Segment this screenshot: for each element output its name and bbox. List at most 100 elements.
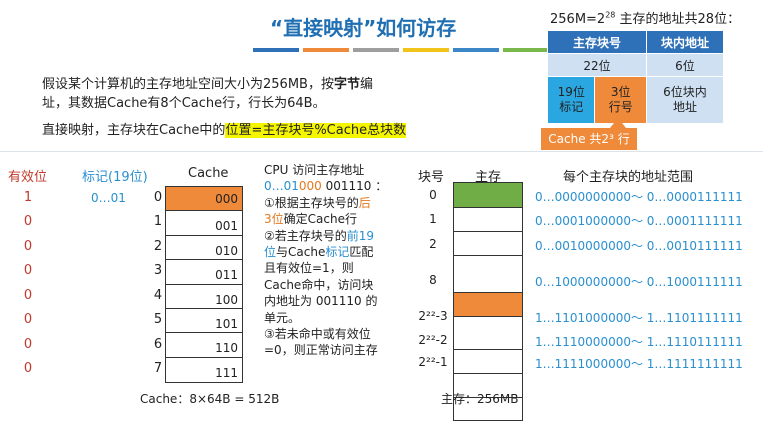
callout-arrow (610, 118, 626, 128)
cpu-text: 单元。 (264, 310, 301, 325)
line-index-field: 3位 行号 (594, 76, 647, 124)
cache-line: 110 (166, 333, 242, 358)
tag-field: 19位 标记 (546, 76, 596, 124)
address-range: 0…1000000000～ 0…1000111111 (535, 275, 743, 289)
cpu-text: 且有效位=1，则 (264, 261, 354, 276)
accent-bar (303, 48, 349, 52)
cache-line: 001 (166, 211, 242, 236)
block-number: 2 (429, 237, 437, 251)
cpu-text: 确定Cache行 (283, 212, 357, 227)
mapping-rule-formula: 位置=主存块号%Cache总块数 (225, 123, 407, 138)
memory-block-last-3 (454, 350, 522, 374)
cache-row-index: 5 (153, 312, 163, 327)
cpu-text: ②若主存块号的 (264, 228, 347, 243)
address-range: 0…0000000000～ 0…0000111111 (535, 190, 743, 204)
cache-line: 011 (166, 260, 242, 285)
tag-field-line: 19位 (557, 85, 585, 99)
intro-text: 编 (359, 77, 373, 92)
cache-line: 010 (166, 236, 242, 261)
cpu-text-index: 后 (358, 195, 371, 210)
offset-field-line: 6位块内 (663, 85, 707, 99)
intro-paragraph: 假设某个计算机的主存地址空间大小为256MB，按字节编 址，其数据Cache有8… (42, 75, 373, 113)
caption-sup: 28 (605, 10, 616, 20)
address-range: 1…1110000000～ 1…1110111111 (535, 335, 743, 349)
memory-block-2 (454, 232, 522, 256)
tag-value: 0…01 (91, 191, 126, 205)
cpu-text: 与Cache (276, 245, 326, 260)
cpu-text-tag: 标记 (325, 245, 350, 260)
offset-field: 6位块内 地址 (646, 76, 724, 124)
cpu-text: ①根据主存块号的 (264, 195, 359, 210)
header-block-offset: 块内地址 (646, 30, 724, 54)
accent-bar (253, 48, 299, 52)
cpu-text: 001110 ： (321, 179, 388, 194)
caption-text: 256M=2 (550, 12, 606, 27)
cache-block: 000 001 010 011 100 101 110 111 (165, 186, 243, 384)
memory-block-last-2 (454, 374, 522, 398)
cache-line: 111 (215, 365, 238, 380)
valid-bit: 1 (23, 190, 33, 205)
cpu-text: CPU 访问主存地址 (264, 163, 365, 177)
index-field-line: 3位 (610, 85, 631, 99)
intro-bold: 字节 (333, 77, 360, 92)
caption-text: 主存的地址共28位： (615, 12, 741, 27)
mapping-rule: 直接映射，主存块在Cache中的位置=主存块号%Cache总块数 (42, 119, 407, 138)
cpu-text: =0，则正常访问主存 (264, 343, 378, 358)
tag-header: 标记(19位) (82, 170, 148, 185)
cache-row-index: 2 (153, 239, 163, 254)
accent-bar (453, 48, 499, 52)
valid-bit-header: 有效位 (8, 170, 48, 185)
address-range: 0…0010000000～ 0…0010111111 (535, 239, 743, 253)
accent-bar (353, 48, 399, 52)
address-range: 1…1101000000～ 1…1101111111 (535, 311, 743, 325)
cache-row-index: 4 (153, 288, 163, 303)
accent-bar (503, 48, 549, 52)
cache-row-index: 3 (153, 263, 163, 278)
cpu-text-tag: 0…01 (264, 179, 299, 194)
cache-row-index: 6 (153, 337, 163, 352)
page-title: “直接映射”如何访存 (270, 16, 457, 40)
cpu-access-explanation: CPU 访问主存地址 0…01000 001110 ： ①根据主存块号的后 3位… (264, 162, 387, 359)
memory-gap (454, 317, 522, 350)
valid-bit: 0 (23, 239, 33, 254)
cpu-text-index: 000 (298, 179, 322, 194)
cache-lines-callout: Cache 共2³ 行 (541, 128, 637, 150)
range-header: 每个主存块的地址范围 (563, 170, 694, 185)
cache-row-index: 1 (153, 214, 163, 229)
block-number: 8 (429, 273, 437, 287)
cache-row-index: 0 (153, 190, 163, 205)
cache-size-footer: Cache：8×64B = 512B (140, 392, 280, 406)
address-range: 1…1111000000～ 1…1111111111 (535, 357, 743, 371)
valid-bit: 0 (23, 214, 33, 229)
memory-block-8 (454, 293, 522, 317)
cache-row-index: 7 (153, 361, 163, 376)
cache-line: 101 (166, 309, 242, 334)
block-number-header: 块号 (418, 170, 445, 185)
valid-bit: 0 (23, 312, 33, 327)
address-range: 0…0001000000～ 0…0001111111 (535, 214, 743, 228)
main-memory-block (453, 182, 523, 421)
cpu-text-tag: 位 (264, 245, 277, 260)
cache-header: Cache (188, 166, 229, 181)
cpu-text: 匹配 (349, 245, 374, 260)
valid-bit: 0 (23, 263, 33, 278)
tag-field-line: 标记 (559, 100, 584, 114)
address-format-table: 主存块号 块内地址 22位 6位 19位 标记 3位 行号 6位块内 地址 (546, 30, 724, 124)
cache-line: 000 (166, 187, 242, 212)
block-bits: 22位 (547, 53, 647, 77)
memory-gap (454, 256, 522, 293)
memory-block-1 (454, 208, 522, 232)
address-caption: 256M=228 主存的地址共28位： (550, 8, 740, 27)
cpu-text: 内地址为 001110 的 (264, 294, 378, 309)
mapping-rule-prefix: 直接映射，主存块在Cache中的 (42, 123, 226, 138)
cpu-text-tag: 前19 (346, 228, 375, 243)
offset-bits: 6位 (646, 53, 724, 77)
intro-text: 假设某个计算机的主存地址空间大小为256MB，按 (42, 77, 334, 92)
divider (0, 151, 763, 152)
block-number: 2²²-2 (418, 333, 448, 347)
cpu-text: Cache命中，访问块 (264, 277, 374, 292)
block-number: 2²²-1 (418, 355, 448, 369)
header-block-number: 主存块号 (547, 30, 647, 54)
title-accent-bars (253, 48, 549, 52)
block-number: 2²²-3 (418, 309, 448, 323)
